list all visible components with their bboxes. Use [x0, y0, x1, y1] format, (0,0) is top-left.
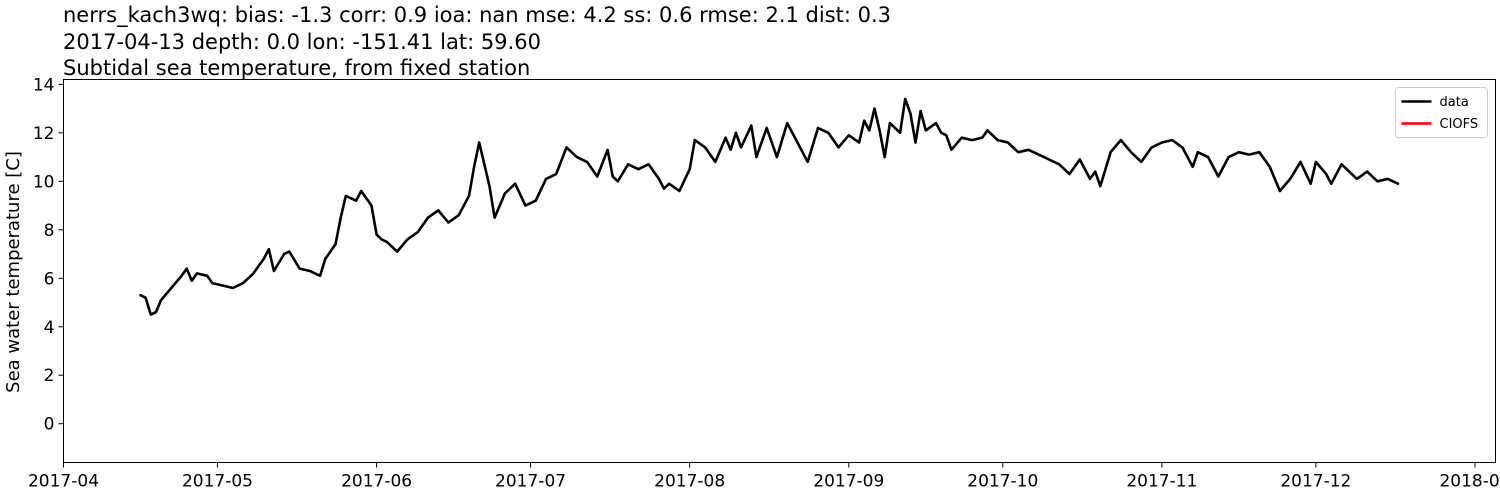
legend-label: data	[1440, 95, 1469, 110]
y-tick-label: 8	[44, 221, 55, 241]
y-axis: 0 2 4 6 8 10 12 14	[33, 75, 64, 435]
series-line-data	[139, 97, 1400, 316]
y-tick-label: 14	[33, 75, 55, 95]
series-layer	[139, 97, 1400, 316]
y-axis-label: Sea water temperature [C]	[3, 151, 24, 393]
plot-frame	[63, 79, 1496, 463]
y-tick-label: 10	[33, 172, 55, 192]
x-tick-label: 2017-08	[654, 472, 725, 492]
x-axis: 2017-04 2017-05 2017-06 2017-07 2017-08 2017-…	[28, 462, 1500, 492]
legend-box	[1395, 87, 1488, 138]
chart-title-line-1: nerrs_kach3wq: bias: -1.3 corr: 0.9 ioa:…	[63, 3, 891, 28]
legend-label: CIOFS	[1440, 117, 1479, 132]
y-tick-label: 4	[44, 318, 55, 338]
x-tick-label: 2018-01	[1439, 472, 1500, 492]
x-tick-label: 2017-06	[341, 472, 412, 492]
chart-title-line-3: Subtidal sea temperature, from fixed sta…	[63, 56, 530, 80]
x-tick-label: 2017-09	[813, 472, 884, 492]
y-tick-label: 6	[44, 269, 55, 289]
chart-title-line-2: 2017-04-13 depth: 0.0 lon: -151.41 lat: …	[63, 30, 541, 54]
x-tick-label: 2017-05	[182, 472, 253, 492]
y-tick-label: 2	[44, 366, 55, 386]
y-tick-label: 0	[44, 415, 55, 435]
x-tick-label: 2017-04	[28, 472, 99, 492]
x-tick-label: 2017-12	[1280, 472, 1351, 492]
legend: data CIOFS	[1395, 87, 1488, 138]
y-tick-label: 12	[33, 124, 55, 144]
x-tick-label: 2017-10	[967, 472, 1038, 492]
x-tick-label: 2017-07	[495, 472, 566, 492]
x-tick-label: 2017-11	[1126, 472, 1197, 492]
